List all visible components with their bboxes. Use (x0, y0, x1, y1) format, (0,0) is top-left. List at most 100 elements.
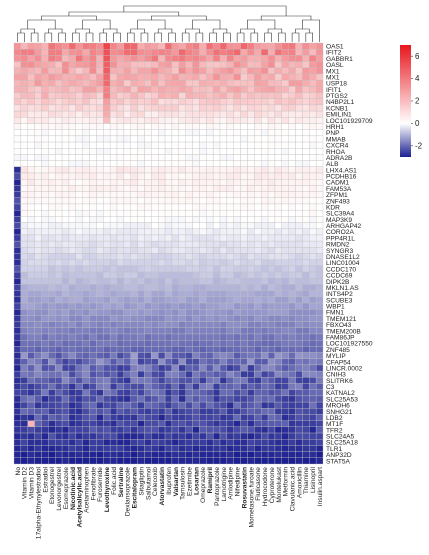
heatmap-cell (192, 123, 200, 130)
heatmap-cell (41, 222, 49, 229)
heatmap-cell (240, 445, 248, 452)
heatmap-cell (164, 408, 173, 415)
heatmap-cell (103, 154, 111, 161)
heatmap-cell (212, 240, 221, 248)
heatmap-cell (82, 420, 90, 428)
heatmap-cell (309, 67, 317, 75)
heatmap-cell (171, 408, 179, 415)
heatmap-cell (309, 55, 317, 62)
heatmap-cell (171, 420, 179, 428)
heatmap-cell (261, 315, 269, 322)
heatmap-cell (171, 309, 179, 316)
heatmap-cell (309, 191, 317, 198)
heatmap-cell (302, 457, 310, 465)
heatmap-cell (158, 395, 166, 403)
heatmap-cell (219, 358, 228, 366)
heatmap-cell (144, 278, 152, 285)
heatmap-cell (254, 395, 262, 403)
heatmap-cell (123, 445, 131, 452)
heatmap-cell (116, 296, 125, 304)
heatmap-cell (302, 420, 310, 428)
heatmap-cell (281, 309, 289, 316)
heatmap-cell (199, 315, 207, 322)
heatmap-cell (158, 445, 166, 452)
heatmap-cell (178, 284, 186, 291)
heatmap-cell (68, 67, 76, 75)
heatmap-cell (144, 340, 152, 347)
heatmap-cell (281, 209, 289, 217)
heatmap-cell (137, 123, 145, 130)
heatmap-cell (55, 197, 63, 205)
heatmap-cell (82, 191, 90, 198)
heatmap-cell (144, 191, 152, 198)
heatmap-cell (267, 383, 276, 390)
heatmap-cell (206, 73, 214, 81)
heatmap-cell (41, 98, 49, 106)
heatmap-cell (164, 247, 173, 254)
row-label: MX1 (326, 68, 340, 75)
heatmap-cell (206, 370, 214, 378)
heatmap-cell (55, 222, 63, 229)
heatmap-cell (185, 414, 193, 421)
heatmap-cell (309, 439, 317, 446)
heatmap-cell (288, 104, 296, 112)
heatmap-cell (34, 395, 42, 403)
heatmap-cell (109, 401, 118, 409)
heatmap-cell (82, 290, 90, 298)
heatmap-cell (151, 154, 159, 161)
heatmap-cell (61, 123, 70, 130)
heatmap-cell (302, 240, 310, 248)
heatmap-cell (61, 420, 70, 428)
heatmap-cell (61, 309, 70, 316)
heatmap-cell (96, 278, 104, 285)
heatmap-cell (192, 141, 200, 149)
heatmap-cell (103, 185, 111, 192)
heatmap-cell (309, 253, 317, 260)
heatmap-cell (219, 135, 228, 143)
heatmap-cell (192, 110, 200, 118)
heatmap-cell (48, 104, 56, 112)
row-label: ZNF485 (326, 347, 350, 354)
heatmap-cell (240, 309, 248, 316)
heatmap-cell (302, 123, 310, 130)
heatmap-cell (226, 129, 234, 137)
heatmap-cell (82, 247, 90, 254)
heatmap-cell (27, 333, 35, 341)
heatmap-cell (41, 321, 49, 328)
heatmap-cell (199, 197, 207, 205)
heatmap-cell (233, 401, 241, 409)
heatmap-cell (288, 79, 296, 87)
heatmap-cell (41, 104, 49, 112)
heatmap-cell (151, 67, 159, 75)
heatmap-cell (82, 160, 90, 167)
heatmap-cell (109, 98, 118, 106)
heatmap-cell (212, 148, 221, 155)
heatmap-cell (254, 432, 262, 440)
row-label: TFR2 (326, 427, 343, 434)
column-label: Sertraline (118, 467, 125, 498)
heatmap-cell (267, 420, 276, 428)
heatmap-cell (61, 92, 70, 99)
heatmap-cell (27, 104, 35, 112)
heatmap-cell (274, 185, 282, 192)
heatmap-cell (295, 117, 303, 124)
heatmap-cell (288, 321, 296, 328)
heatmap-cell (288, 55, 296, 62)
heatmap-cell (109, 309, 118, 316)
heatmap-cell (171, 290, 179, 298)
heatmap-cell (103, 259, 111, 267)
heatmap-cell (295, 265, 303, 273)
heatmap-cell (295, 364, 303, 372)
heatmap-cell (185, 110, 193, 118)
heatmap-cell (247, 265, 255, 273)
heatmap-cell (55, 49, 63, 56)
heatmap-cells (13, 42, 324, 465)
heatmap-cell (164, 203, 173, 211)
heatmap-cell (68, 117, 76, 124)
heatmap-cell (89, 216, 97, 223)
heatmap-cell (158, 309, 166, 316)
heatmap-cell (137, 445, 145, 452)
heatmap-cell (212, 315, 221, 322)
row-label: TMEM121 (326, 316, 357, 323)
heatmap-cell (261, 296, 269, 304)
